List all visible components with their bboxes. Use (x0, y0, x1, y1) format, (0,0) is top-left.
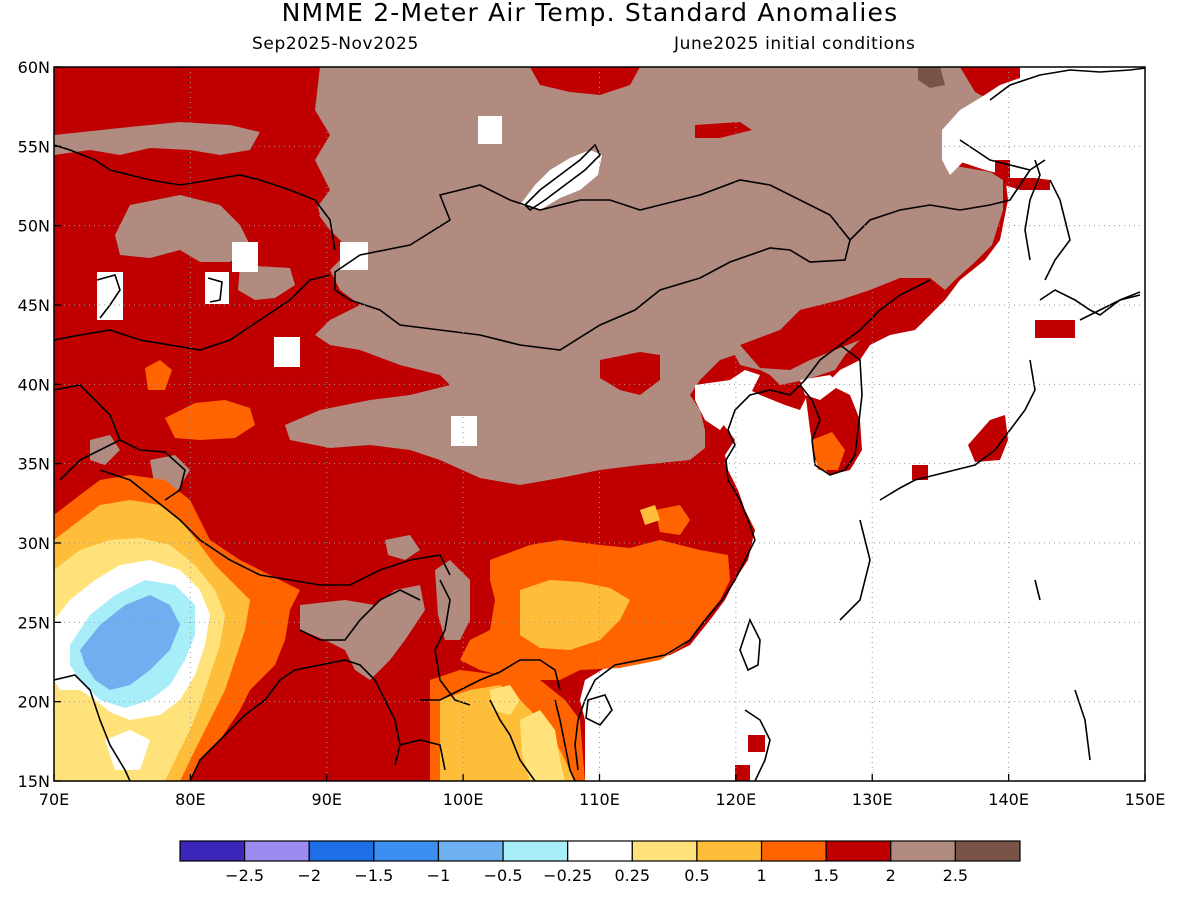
anomaly-orange-patch1 (655, 505, 690, 535)
colorbar-label: 0.5 (684, 866, 709, 885)
colorbar-label: 2.5 (943, 866, 968, 885)
colorbar-label: −0.5 (484, 866, 523, 885)
anomaly-brown-north (285, 67, 1003, 485)
colorbar-swatch (244, 840, 310, 862)
anomaly-brown-yunnan (300, 585, 425, 680)
lat-tick-label: 45N (18, 296, 50, 315)
anomaly-lightorange-se-china (520, 580, 630, 650)
colorbar-swatch (954, 840, 1021, 862)
lat-tick-label: 55N (18, 137, 50, 156)
lon-tick-label: 100E (443, 790, 484, 809)
anomaly-red-kazakh-belt (54, 165, 320, 218)
lat-tick-label: 35N (18, 455, 50, 474)
anomaly-red-siberia (530, 67, 640, 95)
anomaly-kyushu-patch (912, 465, 928, 480)
lat-tick-label: 20N (18, 693, 50, 712)
anomaly-brown-burma (435, 560, 470, 640)
anomaly-yellow-thai (490, 685, 520, 715)
coastal-mask-bohai (695, 370, 760, 430)
anomaly-hokkaido-patch (1035, 320, 1075, 338)
anomaly-orange-balkhash (145, 360, 172, 390)
lon-tick-label: 130E (852, 790, 893, 809)
anomaly-dark-brown (918, 67, 945, 88)
colorbar-swatch (437, 840, 504, 862)
lake-mask (451, 416, 477, 446)
lake-mask (274, 337, 300, 367)
coastal-mask-korea-north (800, 375, 840, 400)
lat-tick-label: 30N (18, 534, 50, 553)
map-plot-area (54, 67, 1145, 781)
colorbar-swatch (760, 840, 827, 862)
colorbar-label: −1 (427, 866, 451, 885)
forecast-period: Sep2025-Nov2025 (252, 34, 419, 54)
lat-tick-label: 15N (18, 772, 50, 791)
anomaly-taiwan-patch (748, 735, 765, 752)
anomaly-luzon-patch (735, 765, 750, 781)
coastlines (54, 67, 1145, 781)
anomaly-lightblue-india (80, 595, 180, 690)
map-gridlines (54, 67, 1145, 781)
colorbar-swatch (631, 840, 698, 862)
anomaly-yellow-vietnam (520, 710, 565, 781)
lon-tick-label: 110E (579, 790, 620, 809)
colorbar-label: −1.5 (354, 866, 393, 885)
anomaly-brown-kaz (115, 195, 250, 262)
colorbar-label: 2 (886, 866, 896, 885)
anomaly-orange-korea (812, 432, 845, 470)
lake-mask (232, 242, 258, 272)
anomaly-brown-tibet (385, 535, 420, 560)
lat-tick-label: 40N (18, 375, 50, 394)
lon-tick-label: 150E (1125, 790, 1166, 809)
colorbar-label: −2.5 (225, 866, 264, 885)
latitude-axis: 15N 20N 25N 30N 35N 40N 45N 50N 55N 60N (18, 58, 61, 791)
lon-tick-label: 90E (312, 790, 342, 809)
colorbar-swatch (696, 840, 763, 862)
colorbar-label: 1.5 (813, 866, 838, 885)
colorbar-swatch (179, 840, 246, 862)
lon-tick-label: 70E (39, 790, 69, 809)
lon-tick-label: 80E (175, 790, 205, 809)
anomaly-red-north-patch (695, 122, 752, 138)
colorbar-label: −0.25 (543, 866, 592, 885)
colorbar-label: 1 (756, 866, 766, 885)
anomaly-japan-patch (968, 415, 1008, 462)
lake-mask (205, 272, 229, 304)
colorbar-swatch (373, 840, 440, 862)
anomaly-red-manchuria (740, 278, 945, 370)
map-title: NMME 2-Meter Air Temp. Standard Anomalie… (281, 0, 899, 27)
lat-tick-label: 60N (18, 58, 50, 77)
colorbar-swatch (567, 840, 633, 862)
lon-tick-label: 140E (988, 790, 1029, 809)
lake-mask-baikal (520, 150, 602, 210)
colorbar-swatch (502, 840, 569, 862)
colorbar: −2.5 −2 −1.5 −1 −0.5 −0.25 0.25 0.5 1 1.5 2 2.5 (179, 840, 1021, 885)
longitude-axis: 70E 80E 90E 100E 110E 120E 130E 140E 150E (39, 774, 1166, 809)
anomaly-lightorange-patch (640, 505, 660, 525)
colorbar-label: −2 (297, 866, 321, 885)
lat-tick-label: 25N (18, 613, 50, 632)
anomaly-orange-tarim (165, 400, 255, 440)
lake-mask (478, 116, 502, 144)
colorbar-swatch (890, 840, 956, 862)
colorbar-swatch (825, 840, 892, 862)
anomaly-brown-nw (54, 122, 260, 155)
initial-conditions: June2025 initial conditions (674, 34, 916, 54)
lon-tick-label: 120E (716, 790, 757, 809)
anomaly-white-south (105, 730, 150, 770)
colorbar-label: 0.25 (614, 866, 650, 885)
colorbar-swatch (308, 840, 375, 862)
lake-mask (97, 272, 123, 320)
lat-tick-label: 50N (18, 217, 50, 236)
anomaly-brown-central (238, 265, 295, 300)
coastal-mask-ne (942, 78, 1020, 175)
anomaly-brown-pakistan (90, 435, 120, 465)
